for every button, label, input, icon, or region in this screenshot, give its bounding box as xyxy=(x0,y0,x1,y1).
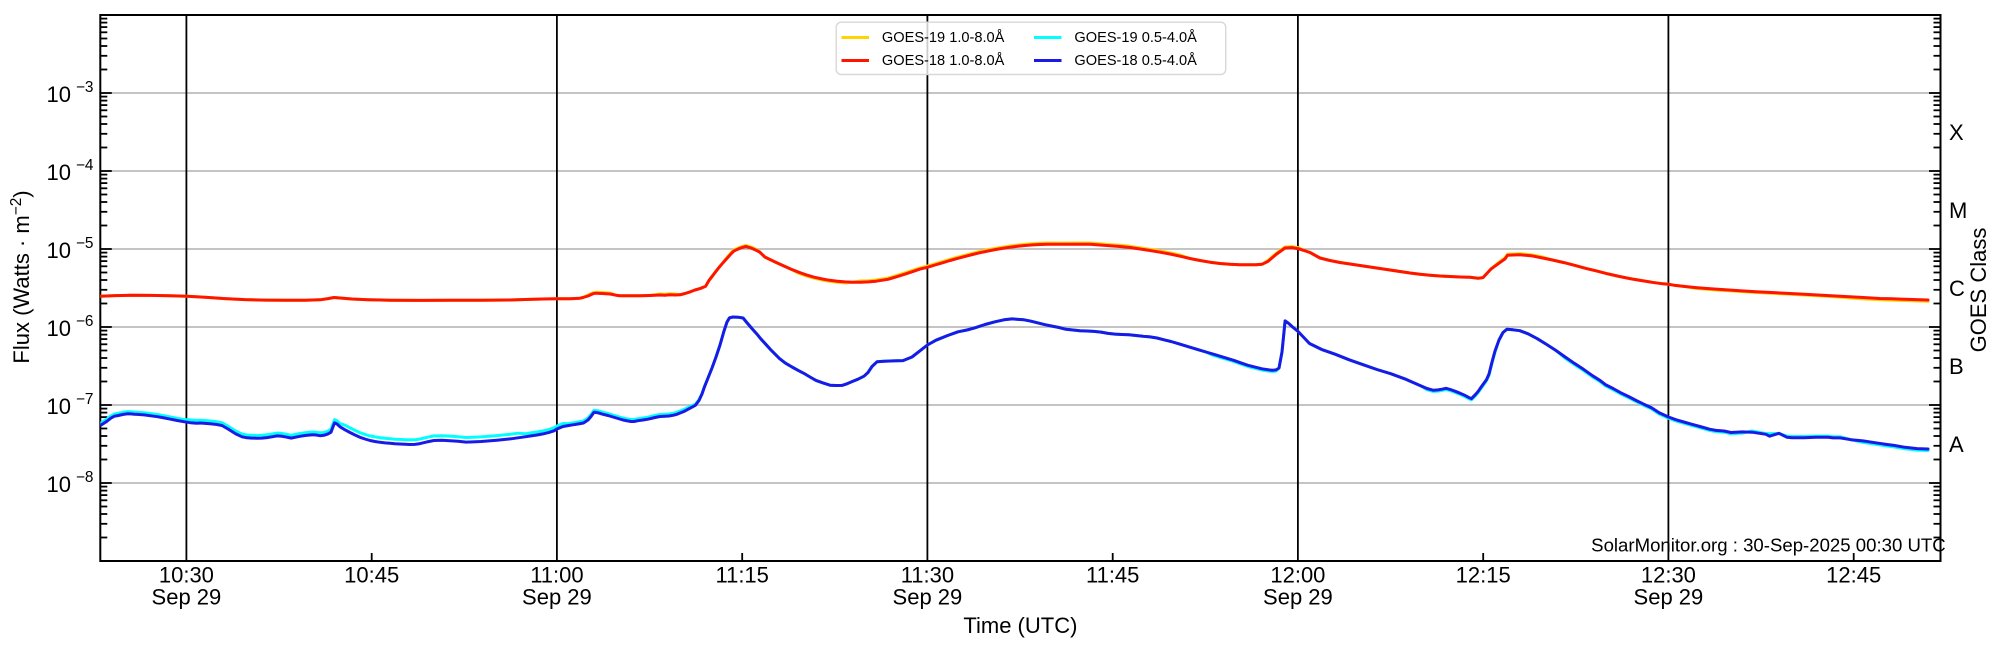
svg-text:GOES Class: GOES Class xyxy=(1966,228,1991,353)
svg-text:GOES-19 0.5-4.0Å: GOES-19 0.5-4.0Å xyxy=(1074,29,1197,46)
svg-text:10: 10 xyxy=(47,472,71,497)
svg-text:11:15: 11:15 xyxy=(715,562,768,587)
svg-text:10: 10 xyxy=(47,160,71,185)
svg-text:Flux (Watts · m−2): Flux (Watts · m−2) xyxy=(8,190,34,363)
svg-text:−5: −5 xyxy=(76,235,94,252)
svg-text:Sep 29: Sep 29 xyxy=(522,585,592,610)
svg-text:Sep 29: Sep 29 xyxy=(152,585,222,610)
svg-text:SolarMonitor.org : 30-Sep-2025: SolarMonitor.org : 30-Sep-2025 00:30 UTC xyxy=(1591,535,1946,556)
svg-text:X: X xyxy=(1949,120,1964,145)
svg-text:−4: −4 xyxy=(76,157,94,174)
svg-text:A: A xyxy=(1949,432,1964,457)
svg-text:Time (UTC): Time (UTC) xyxy=(963,613,1077,638)
svg-text:12:30: 12:30 xyxy=(1641,562,1696,587)
svg-text:C: C xyxy=(1949,276,1965,301)
svg-text:−3: −3 xyxy=(76,79,94,96)
svg-text:10:45: 10:45 xyxy=(344,562,399,587)
svg-text:12:45: 12:45 xyxy=(1826,562,1881,587)
svg-text:12:15: 12:15 xyxy=(1456,562,1511,587)
svg-text:11:45: 11:45 xyxy=(1086,562,1139,587)
svg-text:10: 10 xyxy=(47,82,71,107)
svg-text:GOES-18 1.0-8.0Å: GOES-18 1.0-8.0Å xyxy=(882,52,1005,69)
svg-text:M: M xyxy=(1949,198,1967,223)
svg-text:Sep 29: Sep 29 xyxy=(893,585,963,610)
svg-text:GOES-18 0.5-4.0Å: GOES-18 0.5-4.0Å xyxy=(1074,52,1197,69)
svg-text:10: 10 xyxy=(47,238,71,263)
svg-text:B: B xyxy=(1949,354,1964,379)
svg-text:−6: −6 xyxy=(76,313,94,330)
svg-text:10: 10 xyxy=(47,394,71,419)
svg-text:11:30: 11:30 xyxy=(901,562,954,587)
svg-text:12:00: 12:00 xyxy=(1270,562,1325,587)
svg-text:10:30: 10:30 xyxy=(159,562,214,587)
svg-text:Sep 29: Sep 29 xyxy=(1634,585,1704,610)
svg-text:GOES-19 1.0-8.0Å: GOES-19 1.0-8.0Å xyxy=(882,29,1005,46)
svg-text:−8: −8 xyxy=(76,469,94,486)
svg-text:11:00: 11:00 xyxy=(530,562,583,587)
svg-text:10: 10 xyxy=(47,316,71,341)
svg-text:−7: −7 xyxy=(76,391,94,408)
svg-text:Sep 29: Sep 29 xyxy=(1263,585,1333,610)
